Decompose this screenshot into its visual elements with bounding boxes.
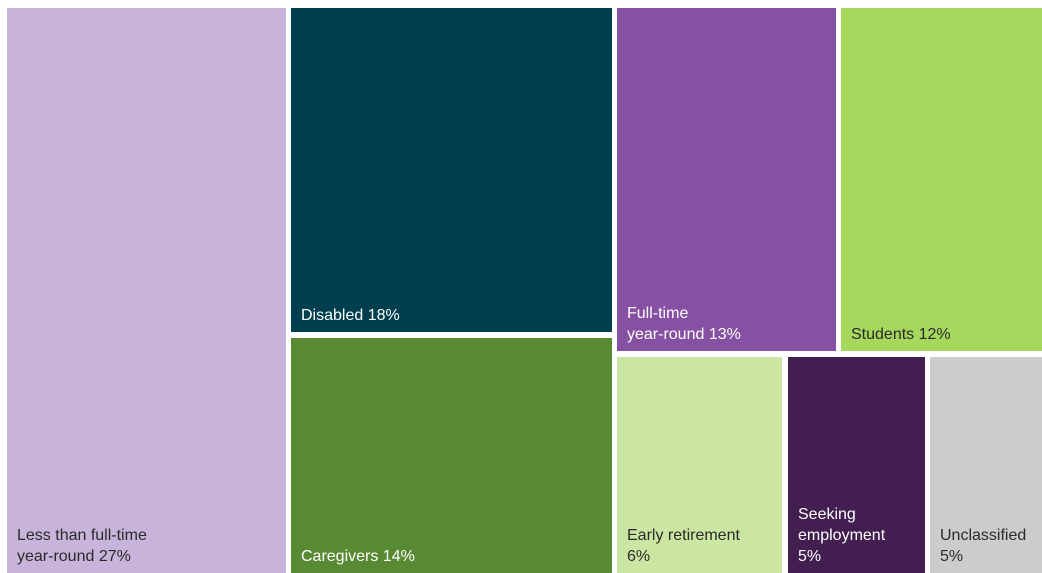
treemap-tile-label: Less than full-time year-round 27% xyxy=(17,527,147,565)
treemap-tile-label: Disabled 18% xyxy=(301,307,400,324)
treemap-tile-unclassified: Unclassified 5% xyxy=(930,357,1042,573)
treemap-tile-label: Full-time year-round 13% xyxy=(627,305,741,343)
treemap-tile-label: Seeking employment 5% xyxy=(798,506,886,565)
treemap-tile-students: Students 12% xyxy=(841,8,1042,351)
treemap-tile-seeking-employment: Seeking employment 5% xyxy=(788,357,925,573)
treemap-tile-disabled: Disabled 18% xyxy=(291,8,612,332)
treemap-tile-label: Unclassified 5% xyxy=(940,527,1027,565)
treemap-tile-early-retirement: Early retirement 6% xyxy=(617,357,782,573)
treemap-tile-label: Caregivers 14% xyxy=(301,548,415,565)
treemap-tile-full-time: Full-time year-round 13% xyxy=(617,8,836,351)
treemap-tile-label: Early retirement 6% xyxy=(627,527,740,565)
treemap-tile-caregivers: Caregivers 14% xyxy=(291,338,612,573)
treemap-tile-label: Students 12% xyxy=(851,326,951,343)
treemap-tile-less-than-full-time: Less than full-time year-round 27% xyxy=(7,8,286,573)
